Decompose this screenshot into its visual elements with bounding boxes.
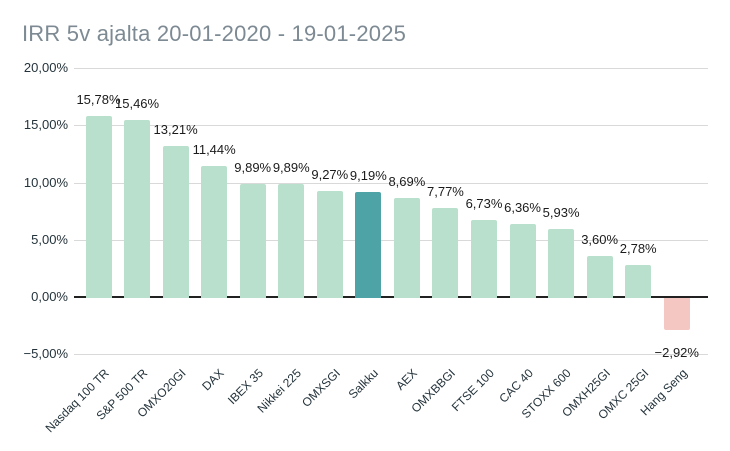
bar-hang-seng[interactable] <box>663 298 690 331</box>
bar-value-label: 9,19% <box>349 167 387 183</box>
bar-value-label: 6,73% <box>465 196 503 211</box>
x-axis-category-label: DAX <box>199 366 228 394</box>
bar-value-label: 8,69% <box>388 173 426 189</box>
x-axis-category-label: Nasdaq 100 TR <box>42 366 112 436</box>
bar-omxo20gi[interactable] <box>162 145 189 298</box>
bar-salkku[interactable] <box>355 191 382 298</box>
gridline <box>74 239 708 241</box>
bar-ftse-100[interactable] <box>471 220 497 298</box>
bar-omxh25gi[interactable] <box>586 255 613 298</box>
y-axis-tick-label: 20,00% <box>23 60 68 76</box>
bar-cac-40[interactable] <box>509 224 536 298</box>
bar-value-label: −2,92% <box>654 345 699 361</box>
bar-value-label: 2,78% <box>619 241 657 257</box>
bar-omxsgi[interactable] <box>316 190 343 298</box>
bar-value-label: 15,78% <box>76 92 121 108</box>
y-axis-tick-label: 15,00% <box>23 117 68 133</box>
bar-omxc-25gi[interactable] <box>625 265 652 298</box>
bar-value-label: 15,46% <box>115 96 160 112</box>
x-axis-category-label: Salkku <box>345 366 382 402</box>
gridline <box>74 125 708 127</box>
bar-value-label: 9,27% <box>311 166 349 182</box>
bar-ibex-35[interactable] <box>239 183 266 298</box>
y-axis-tick-label: 5,00% <box>31 231 68 247</box>
gridline <box>74 182 708 184</box>
y-axis-tick-label: 0,00% <box>31 289 68 304</box>
bar-value-label: 9,89% <box>234 159 272 175</box>
y-axis-tick-label: 10,00% <box>23 174 68 190</box>
zero-axis-line <box>74 296 708 298</box>
bar-aex[interactable] <box>393 197 420 298</box>
chart-title: IRR 5v ajalta 20-01-2020 - 19-01-2025 <box>22 21 407 46</box>
bar-nasdaq-100-tr[interactable] <box>85 116 112 298</box>
bar-value-label: 6,36% <box>504 200 541 216</box>
bar-value-label: 9,89% <box>272 159 310 175</box>
bar-nikkei-225[interactable] <box>278 183 305 298</box>
x-axis-category-label: OMXSGI <box>298 366 343 410</box>
bar-value-label: 7,77% <box>427 184 464 200</box>
bar-value-label: 11,44% <box>192 142 236 158</box>
bar-value-label: 13,21% <box>153 121 198 137</box>
x-axis-category-label: AEX <box>392 366 420 393</box>
bar-s-p-500-tr[interactable] <box>124 120 151 298</box>
bar-stoxx-600[interactable] <box>548 229 575 298</box>
y-axis-tick-label: −5,00% <box>23 346 68 362</box>
bar-omxbbgi[interactable] <box>432 208 459 298</box>
gridline <box>74 354 708 356</box>
bar-value-label: 5,93% <box>542 205 580 221</box>
bar-dax[interactable] <box>201 166 228 298</box>
gridline <box>74 68 708 70</box>
bar-value-label: 3,60% <box>581 231 619 247</box>
